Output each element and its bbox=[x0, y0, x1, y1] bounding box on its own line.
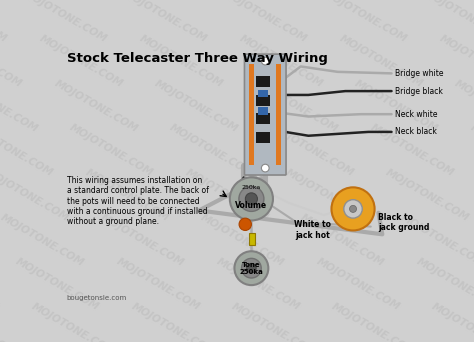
Text: Black to
jack ground: Black to jack ground bbox=[378, 213, 430, 232]
Text: MOJOTONE.COM: MOJOTONE.COM bbox=[453, 78, 474, 134]
Bar bbox=[256, 95, 270, 106]
Bar bbox=[256, 77, 270, 87]
Circle shape bbox=[246, 263, 256, 273]
Text: Volume: Volume bbox=[235, 201, 267, 210]
Text: MOJOTONE.COM: MOJOTONE.COM bbox=[468, 123, 474, 179]
Circle shape bbox=[246, 193, 257, 205]
Bar bbox=[256, 132, 270, 143]
Text: MOJOTONE.COM: MOJOTONE.COM bbox=[214, 256, 301, 313]
Circle shape bbox=[261, 57, 269, 65]
Text: Bridge black: Bridge black bbox=[395, 87, 443, 96]
Bar bbox=[249, 233, 255, 245]
Text: MOJOTONE.COM: MOJOTONE.COM bbox=[0, 301, 17, 342]
Circle shape bbox=[261, 164, 269, 172]
Text: MOJOTONE.COM: MOJOTONE.COM bbox=[422, 0, 474, 45]
Bar bbox=[256, 114, 270, 124]
Text: MOJOTONE.COM: MOJOTONE.COM bbox=[99, 212, 186, 268]
Text: MOJOTONE.COM: MOJOTONE.COM bbox=[230, 301, 317, 342]
Text: MOJOTONE.COM: MOJOTONE.COM bbox=[122, 0, 209, 45]
Circle shape bbox=[230, 177, 273, 221]
Text: MOJOTONE.COM: MOJOTONE.COM bbox=[22, 0, 109, 45]
Circle shape bbox=[349, 206, 356, 212]
Text: MOJOTONE.COM: MOJOTONE.COM bbox=[284, 167, 371, 223]
Text: MOJOTONE.COM: MOJOTONE.COM bbox=[268, 123, 356, 179]
Circle shape bbox=[239, 218, 251, 231]
Text: MOJOTONE.COM: MOJOTONE.COM bbox=[0, 78, 40, 134]
Text: MOJOTONE.COM: MOJOTONE.COM bbox=[114, 256, 201, 313]
Text: MOJOTONE.COM: MOJOTONE.COM bbox=[0, 256, 1, 313]
Text: MOJOTONE.COM: MOJOTONE.COM bbox=[199, 212, 286, 268]
Bar bbox=[257, 107, 268, 115]
Text: MOJOTONE.COM: MOJOTONE.COM bbox=[438, 33, 474, 89]
Text: MOJOTONE.COM: MOJOTONE.COM bbox=[53, 78, 140, 134]
Circle shape bbox=[235, 251, 268, 285]
Text: MOJOTONE.COM: MOJOTONE.COM bbox=[430, 301, 474, 342]
Text: MOJOTONE.COM: MOJOTONE.COM bbox=[83, 167, 171, 223]
Text: MOJOTONE.COM: MOJOTONE.COM bbox=[315, 256, 401, 313]
Text: 250ka: 250ka bbox=[242, 185, 261, 189]
Text: MOJOTONE.COM: MOJOTONE.COM bbox=[0, 0, 9, 45]
Text: MOJOTONE.COM: MOJOTONE.COM bbox=[337, 33, 425, 89]
Text: White to
jack hot: White to jack hot bbox=[294, 221, 331, 240]
Text: MOJOTONE.COM: MOJOTONE.COM bbox=[0, 33, 24, 89]
Text: This wiring assumes installation on
a standard control plate. The back of
the po: This wiring assumes installation on a st… bbox=[66, 176, 209, 226]
Text: MOJOTONE.COM: MOJOTONE.COM bbox=[399, 212, 474, 268]
Bar bbox=[249, 64, 255, 165]
Text: MOJOTONE.COM: MOJOTONE.COM bbox=[137, 33, 224, 89]
Text: MOJOTONE.COM: MOJOTONE.COM bbox=[14, 256, 101, 313]
Bar bbox=[276, 64, 282, 165]
Text: MOJOTONE.COM: MOJOTONE.COM bbox=[322, 0, 409, 45]
Text: Stock Telecaster Three Way Wiring: Stock Telecaster Three Way Wiring bbox=[66, 52, 328, 65]
Text: MOJOTONE.COM: MOJOTONE.COM bbox=[415, 256, 474, 313]
Text: MOJOTONE.COM: MOJOTONE.COM bbox=[299, 212, 386, 268]
Text: MOJOTONE.COM: MOJOTONE.COM bbox=[68, 123, 155, 179]
Text: MOJOTONE.COM: MOJOTONE.COM bbox=[37, 33, 124, 89]
Circle shape bbox=[331, 187, 374, 231]
Text: MOJOTONE.COM: MOJOTONE.COM bbox=[353, 78, 440, 134]
Text: Bridge white: Bridge white bbox=[395, 69, 443, 78]
Text: MOJOTONE.COM: MOJOTONE.COM bbox=[222, 0, 309, 45]
Text: MOJOTONE.COM: MOJOTONE.COM bbox=[0, 167, 70, 223]
Text: MOJOTONE.COM: MOJOTONE.COM bbox=[384, 167, 471, 223]
Text: MOJOTONE.COM: MOJOTONE.COM bbox=[0, 123, 55, 179]
Text: MOJOTONE.COM: MOJOTONE.COM bbox=[330, 301, 417, 342]
Text: MOJOTONE.COM: MOJOTONE.COM bbox=[153, 78, 240, 134]
Text: MOJOTONE.COM: MOJOTONE.COM bbox=[183, 167, 271, 223]
Text: Tone
250ka: Tone 250ka bbox=[239, 262, 263, 275]
Text: MOJOTONE.COM: MOJOTONE.COM bbox=[0, 212, 86, 268]
Text: MOJOTONE.COM: MOJOTONE.COM bbox=[130, 301, 217, 342]
FancyBboxPatch shape bbox=[245, 54, 286, 175]
Text: MOJOTONE.COM: MOJOTONE.COM bbox=[30, 301, 117, 342]
Text: Neck white: Neck white bbox=[395, 110, 437, 119]
Text: MOJOTONE.COM: MOJOTONE.COM bbox=[368, 123, 456, 179]
Text: bougetonsle.com: bougetonsle.com bbox=[66, 295, 127, 301]
Text: Neck black: Neck black bbox=[395, 128, 437, 136]
Circle shape bbox=[239, 186, 264, 211]
Bar bbox=[257, 90, 268, 97]
Text: MOJOTONE.COM: MOJOTONE.COM bbox=[253, 78, 340, 134]
Circle shape bbox=[242, 258, 261, 278]
Circle shape bbox=[344, 200, 362, 218]
Text: MOJOTONE.COM: MOJOTONE.COM bbox=[168, 123, 255, 179]
Text: MOJOTONE.COM: MOJOTONE.COM bbox=[237, 33, 325, 89]
